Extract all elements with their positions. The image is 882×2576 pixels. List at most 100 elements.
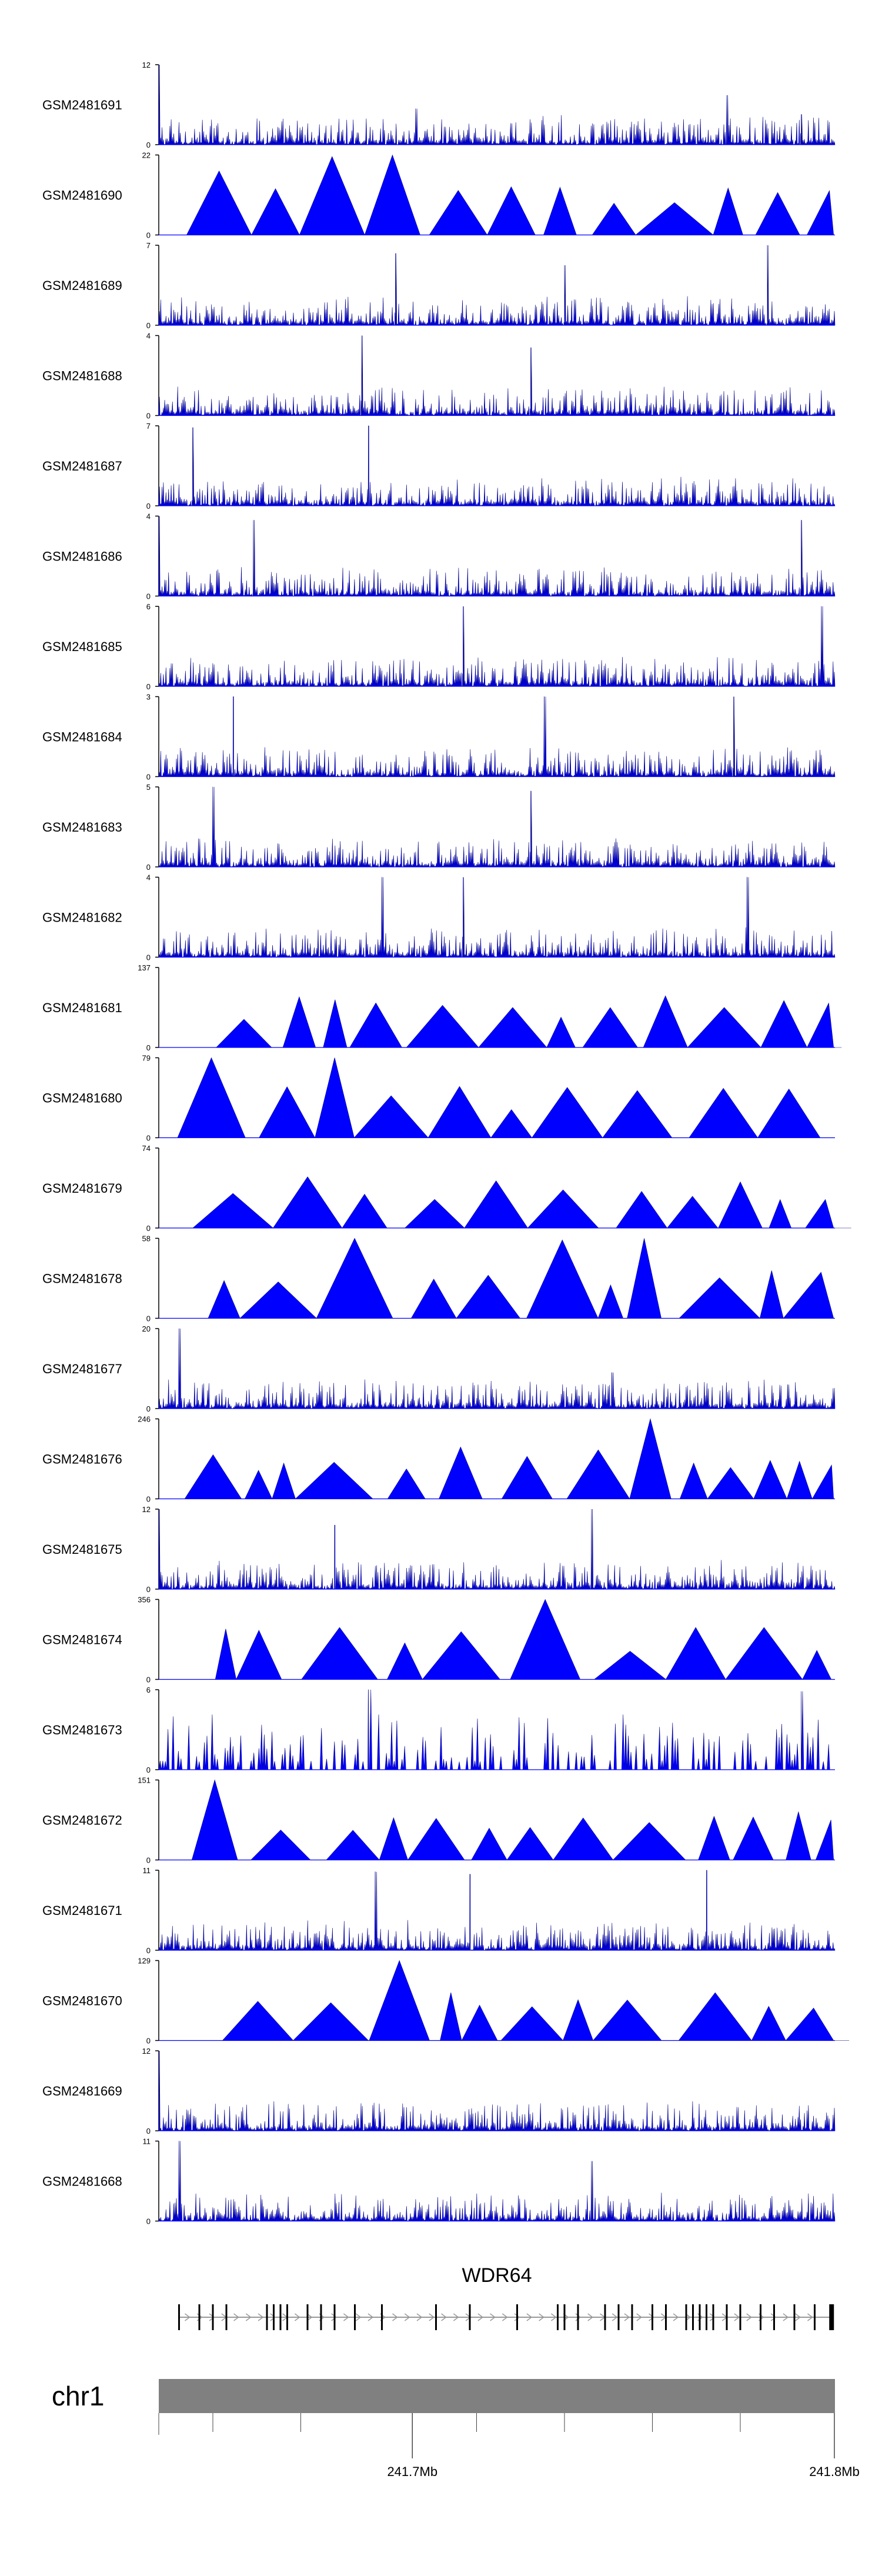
strand-arrow — [368, 2313, 374, 2321]
strand-arrow — [209, 2313, 215, 2321]
y-min-label: 0 — [146, 141, 151, 149]
track-label: GSM2481684 — [42, 730, 122, 745]
gene-exon — [712, 2304, 714, 2330]
gene-exon — [563, 2304, 566, 2330]
strand-arrow — [502, 2313, 508, 2321]
gene-exon — [814, 2304, 816, 2330]
genome-axis: 241.7Mb 241.8Mb — [158, 2413, 860, 2479]
y-min-label: 0 — [146, 1585, 151, 1594]
track-GSM2481670: GSM2481670 129 0 — [42, 1957, 850, 2046]
gene-exon — [739, 2304, 741, 2330]
signal-area — [159, 1057, 835, 1139]
y-max-label: 129 — [138, 1957, 151, 1966]
strand-arrow — [539, 2313, 544, 2321]
strand-arrow — [514, 2313, 520, 2321]
track-label: GSM2481689 — [42, 278, 122, 293]
y-min-label: 0 — [146, 1676, 151, 1684]
chromosome-ideogram-track: chr1 — [52, 2379, 835, 2413]
y-min-label: 0 — [146, 1495, 151, 1504]
track-label: GSM2481683 — [42, 820, 122, 835]
gene-exon — [273, 2304, 275, 2330]
track-label: GSM2481678 — [42, 1272, 122, 1286]
track-label: GSM2481668 — [42, 2174, 122, 2189]
strand-arrow — [746, 2313, 752, 2321]
y-max-label: 7 — [146, 422, 151, 431]
gene-exon — [760, 2304, 761, 2330]
signal-area — [158, 1509, 836, 1590]
track-GSM2481672: GSM2481672 151 0 — [42, 1776, 835, 1865]
axis-tick-label: 241.8Mb — [809, 2464, 860, 2479]
gene-exon — [333, 2304, 336, 2330]
y-min-label: 0 — [146, 1856, 151, 1865]
y-max-label: 22 — [142, 151, 151, 160]
track-label: GSM2481671 — [42, 1903, 122, 1918]
track-GSM2481673: GSM2481673 6 0 — [42, 1686, 835, 1774]
signal-area — [159, 1237, 835, 1319]
track-label: GSM2481688 — [42, 369, 122, 383]
y-min-label: 0 — [146, 502, 151, 510]
axis-tick-label: 241.7Mb — [387, 2464, 437, 2479]
track-GSM2481681: GSM2481681 137 0 — [42, 963, 842, 1052]
y-min-label: 0 — [146, 1043, 151, 1052]
track-GSM2481689: GSM2481689 7 0 — [42, 241, 836, 330]
track-label: GSM2481670 — [42, 1994, 122, 2008]
strand-arrow — [673, 2313, 679, 2321]
gene-exon — [212, 2304, 214, 2330]
y-max-label: 79 — [142, 1054, 151, 1063]
strand-arrow — [636, 2313, 643, 2321]
track-label: GSM2481686 — [42, 549, 122, 564]
strand-arrow — [795, 2313, 801, 2321]
strand-arrow — [807, 2313, 813, 2321]
gene-model-track: WDR64 — [178, 2264, 834, 2330]
strand-arrow — [258, 2313, 264, 2321]
gene-exon — [726, 2304, 728, 2330]
gene-exon — [685, 2304, 687, 2330]
gene-exon — [225, 2304, 228, 2330]
chromosome-label: chr1 — [52, 2381, 104, 2411]
signal-area — [158, 335, 836, 416]
signal-area — [159, 1418, 835, 1500]
y-min-label: 0 — [146, 1766, 151, 1774]
strand-arrow — [404, 2313, 410, 2321]
signal-area — [158, 786, 836, 868]
gene-name-label: WDR64 — [462, 2264, 532, 2287]
gene-exon — [652, 2304, 653, 2330]
gene-exon — [617, 2304, 620, 2330]
track-label: GSM2481680 — [42, 1091, 122, 1106]
track-GSM2481677: GSM2481677 20 0 — [42, 1324, 836, 1413]
signal-area — [158, 425, 836, 507]
y-max-label: 7 — [146, 241, 151, 250]
track-GSM2481684: GSM2481684 3 0 — [42, 693, 836, 782]
y-max-label: 12 — [142, 2047, 151, 2056]
strand-arrow — [685, 2313, 691, 2321]
y-max-label: 6 — [146, 602, 151, 611]
track-GSM2481690: GSM2481690 22 0 — [42, 151, 835, 240]
y-min-label: 0 — [146, 1314, 151, 1323]
y-max-label: 6 — [146, 1686, 151, 1694]
signal-area — [159, 154, 835, 236]
gene-exon — [706, 2304, 707, 2330]
y-max-label: 74 — [142, 1144, 151, 1153]
y-max-label: 4 — [146, 332, 151, 341]
track-label: GSM2481673 — [42, 1723, 122, 1737]
signal-area — [158, 516, 836, 597]
track-GSM2481669: GSM2481669 12 0 — [42, 2047, 836, 2135]
y-max-label: 3 — [146, 693, 151, 702]
strand-arrow — [453, 2313, 459, 2321]
strand-arrow — [270, 2313, 276, 2321]
y-max-label: 4 — [146, 512, 151, 521]
gene-exon — [773, 2304, 775, 2330]
y-min-label: 0 — [146, 773, 151, 782]
track-label: GSM2481676 — [42, 1452, 122, 1467]
signal-area — [158, 2141, 836, 2222]
y-max-label: 11 — [143, 2137, 151, 2146]
track-GSM2481675: GSM2481675 12 0 — [42, 1505, 836, 1594]
strand-arrow — [526, 2313, 533, 2321]
y-min-label: 0 — [146, 682, 151, 691]
gene-exon — [381, 2304, 383, 2330]
track-GSM2481686: GSM2481686 4 0 — [42, 512, 836, 601]
strand-arrow — [343, 2313, 349, 2321]
y-min-label: 0 — [146, 592, 151, 601]
track-GSM2481687: GSM2481687 7 0 — [42, 422, 836, 510]
y-max-label: 12 — [142, 1505, 151, 1514]
